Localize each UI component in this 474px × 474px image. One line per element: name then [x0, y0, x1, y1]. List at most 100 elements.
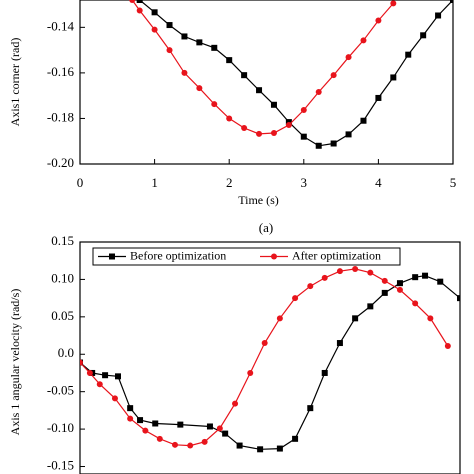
marker: [232, 400, 239, 407]
marker: [315, 142, 322, 149]
legend-label: Before optimization: [130, 248, 226, 262]
y-axis-label: Axis1 corner (rad): [8, 38, 22, 127]
y-tick-label: -0.20: [47, 155, 74, 170]
chart: 0.15 0.10 0.05 0.0 -0.05 -0.10 -0.15 Axis 1 ang…: [8, 233, 461, 474]
marker: [412, 274, 419, 281]
marker: [292, 295, 299, 302]
marker: [292, 435, 299, 442]
marker: [115, 373, 121, 380]
y-tick-label: -0.16: [47, 64, 75, 79]
marker: [136, 7, 143, 14]
marker: [206, 423, 213, 430]
marker: [127, 405, 134, 412]
marker: [315, 89, 322, 96]
marker: [276, 445, 283, 452]
marker: [196, 39, 203, 46]
marker: [390, 74, 397, 81]
marker: [444, 343, 451, 350]
marker: [270, 130, 277, 137]
marker: [226, 115, 233, 122]
x-axis-label: Time (s): [238, 193, 279, 207]
plot-area: [80, 265, 460, 453]
marker: [211, 44, 218, 51]
marker: [151, 26, 158, 33]
marker: [256, 87, 263, 94]
y-tick-label: -0.10: [47, 420, 74, 435]
marker: [330, 140, 337, 147]
legend-marker: [271, 253, 277, 260]
marker: [307, 283, 314, 290]
x-tick-label: 0: [77, 175, 84, 190]
marker: [321, 274, 328, 281]
marker: [390, 0, 397, 7]
marker: [336, 340, 343, 347]
marker: [181, 33, 188, 40]
marker: [427, 315, 434, 322]
marker: [86, 369, 93, 376]
marker: [352, 315, 359, 322]
marker: [166, 22, 173, 29]
marker: [381, 289, 388, 296]
marker: [261, 340, 268, 347]
marker: [241, 72, 248, 79]
marker: [300, 107, 307, 114]
marker: [396, 286, 403, 293]
marker: [437, 278, 444, 285]
y-tick-label: 0.10: [51, 270, 74, 285]
marker: [152, 420, 159, 427]
marker: [111, 395, 118, 402]
marker: [412, 300, 419, 307]
marker: [367, 303, 374, 310]
caption: (a): [259, 220, 273, 235]
y-tick-label: -0.15: [47, 458, 74, 473]
legend-box: [92, 247, 401, 266]
marker: [381, 277, 388, 284]
y-tick-label: -0.05: [47, 383, 74, 398]
marker: [345, 131, 352, 138]
chart: -0.14 -0.16 -0.18 -0.200 1 2 3 4 5 Time (s) Axis1 …: [8, 0, 457, 235]
marker: [156, 435, 163, 442]
marker: [336, 268, 343, 275]
marker: [405, 51, 412, 58]
series-line: [80, 268, 449, 447]
x-tick-label: 3: [301, 175, 308, 190]
marker: [375, 94, 382, 101]
plot-frame: [79, 241, 461, 474]
legend-label: After optimization: [292, 248, 381, 262]
y-tick-label: 0.15: [51, 233, 74, 248]
marker: [285, 122, 292, 129]
marker: [276, 315, 283, 322]
marker: [222, 430, 229, 437]
marker: [177, 421, 184, 428]
marker: [201, 438, 208, 445]
marker: [226, 57, 233, 64]
x-tick-label: 4: [375, 175, 382, 190]
marker: [257, 446, 264, 453]
marker: [396, 280, 403, 287]
marker: [137, 417, 144, 424]
marker: [360, 37, 367, 44]
y-axis-label: Axis 1 angular velocity (rad/s): [8, 289, 22, 436]
plot-area: [129, 0, 453, 149]
marker: [172, 441, 178, 448]
y-tick-label: -0.14: [47, 18, 75, 33]
marker: [345, 54, 352, 61]
marker: [102, 372, 109, 379]
x-tick-label: 2: [226, 175, 233, 190]
legend: Before optimization After optimization: [92, 247, 401, 266]
marker: [367, 269, 374, 276]
marker: [142, 427, 149, 434]
x-tick-label: 5: [450, 175, 457, 190]
marker: [211, 101, 218, 108]
series-line: [131, 0, 394, 135]
marker: [435, 12, 442, 19]
x-tick-label: 1: [151, 175, 158, 190]
marker: [360, 117, 367, 124]
marker: [196, 85, 203, 92]
marker: [352, 265, 359, 272]
marker: [181, 69, 188, 76]
legend-marker: [109, 253, 115, 260]
marker: [80, 359, 83, 366]
marker: [300, 133, 307, 140]
